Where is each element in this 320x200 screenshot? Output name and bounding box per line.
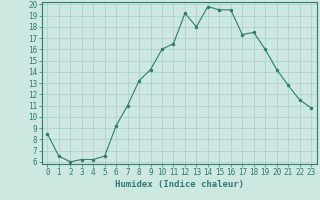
X-axis label: Humidex (Indice chaleur): Humidex (Indice chaleur)	[115, 180, 244, 189]
